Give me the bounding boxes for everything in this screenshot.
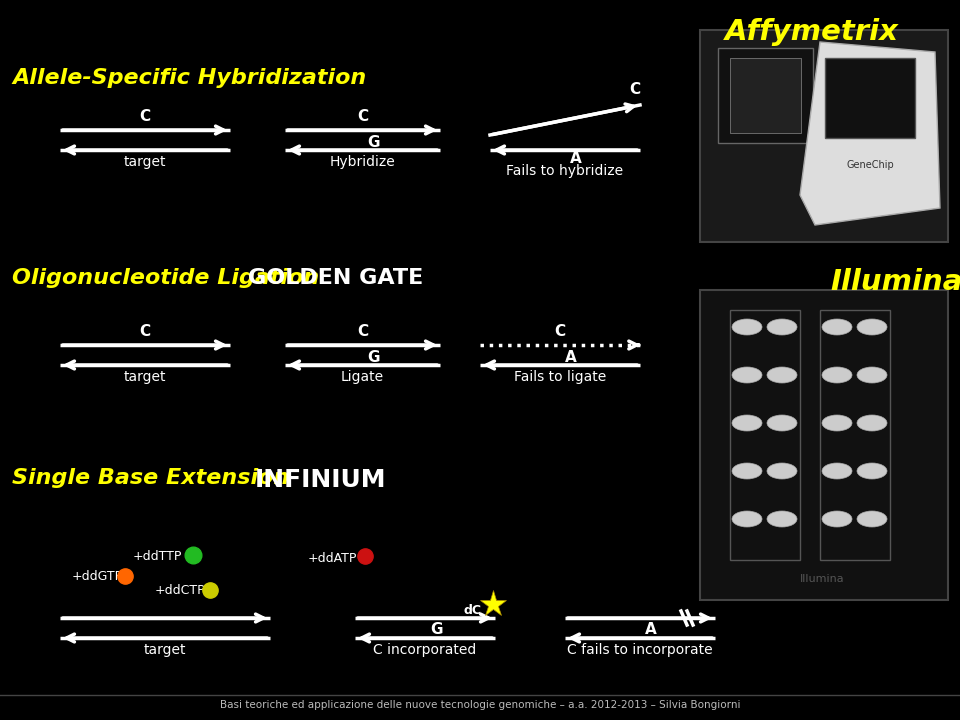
Text: Illumina: Illumina <box>800 574 844 584</box>
Ellipse shape <box>767 367 797 383</box>
Text: Single Base Extension: Single Base Extension <box>12 468 289 488</box>
Ellipse shape <box>767 415 797 431</box>
Text: +ddCTP: +ddCTP <box>155 583 205 596</box>
Ellipse shape <box>857 511 887 527</box>
Text: Affymetrix: Affymetrix <box>725 18 899 46</box>
Text: +ddTTP: +ddTTP <box>133 549 182 562</box>
Text: C: C <box>357 324 368 339</box>
Text: +ddATP: +ddATP <box>308 552 357 564</box>
Bar <box>825 58 915 138</box>
Ellipse shape <box>767 319 797 335</box>
Text: Oligonucleotide Ligation: Oligonucleotide Ligation <box>12 268 320 288</box>
Text: target: target <box>124 155 166 169</box>
Text: C: C <box>630 82 640 97</box>
Ellipse shape <box>732 415 762 431</box>
Text: INFINIUM: INFINIUM <box>255 468 387 492</box>
Bar <box>730 310 800 560</box>
Ellipse shape <box>822 511 852 527</box>
Text: A: A <box>645 622 657 637</box>
Text: G: G <box>368 135 380 150</box>
Text: target: target <box>144 643 186 657</box>
Text: A: A <box>565 350 577 365</box>
Ellipse shape <box>857 319 887 335</box>
Text: Ligate: Ligate <box>341 370 384 384</box>
Ellipse shape <box>857 367 887 383</box>
Ellipse shape <box>857 463 887 479</box>
Ellipse shape <box>732 463 762 479</box>
Text: Fails to ligate: Fails to ligate <box>514 370 606 384</box>
Text: Basi teoriche ed applicazione delle nuove tecnologie genomiche – a.a. 2012-2013 : Basi teoriche ed applicazione delle nuov… <box>220 700 740 710</box>
Ellipse shape <box>822 319 852 335</box>
Bar <box>700 30 948 242</box>
Ellipse shape <box>822 367 852 383</box>
Text: Fails to hybridize: Fails to hybridize <box>507 164 624 178</box>
Text: +ddGTP: +ddGTP <box>72 570 123 582</box>
Bar <box>700 290 948 600</box>
Text: C: C <box>139 109 151 124</box>
Text: Allele-Specific Hybridization: Allele-Specific Hybridization <box>12 68 367 88</box>
Bar <box>718 48 813 143</box>
Text: C incorporated: C incorporated <box>373 643 476 657</box>
Text: A: A <box>570 151 582 166</box>
Text: GOLDEN GATE: GOLDEN GATE <box>248 268 423 288</box>
Text: G: G <box>368 350 380 365</box>
Ellipse shape <box>767 463 797 479</box>
Text: Hybridize: Hybridize <box>329 155 396 169</box>
Bar <box>730 58 801 133</box>
Ellipse shape <box>822 415 852 431</box>
Text: target: target <box>124 370 166 384</box>
Text: C fails to incorporate: C fails to incorporate <box>567 643 713 657</box>
Ellipse shape <box>822 463 852 479</box>
Ellipse shape <box>732 319 762 335</box>
Text: C: C <box>555 324 565 339</box>
Ellipse shape <box>857 415 887 431</box>
Bar <box>820 310 890 560</box>
Text: G: G <box>430 622 443 637</box>
Polygon shape <box>800 42 940 225</box>
Text: GeneChip: GeneChip <box>846 160 894 170</box>
Text: dC: dC <box>463 603 481 616</box>
Ellipse shape <box>732 511 762 527</box>
Text: Illumina: Illumina <box>830 268 960 296</box>
Ellipse shape <box>732 367 762 383</box>
Ellipse shape <box>767 511 797 527</box>
Text: C: C <box>357 109 368 124</box>
Text: C: C <box>139 324 151 339</box>
